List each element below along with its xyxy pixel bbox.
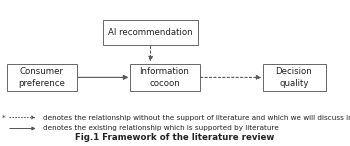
Text: Consumer
preference: Consumer preference [19, 67, 65, 88]
Text: denotes the relationship without the support of literature and which we will dis: denotes the relationship without the sup… [43, 114, 350, 121]
Text: AI recommendation: AI recommendation [108, 28, 193, 37]
FancyBboxPatch shape [130, 64, 200, 91]
Text: denotes the existing relationship which is supported by literature: denotes the existing relationship which … [43, 125, 279, 132]
Text: Decision
quality: Decision quality [276, 67, 312, 88]
FancyBboxPatch shape [103, 20, 198, 45]
Text: Information
cocoon: Information cocoon [140, 67, 189, 88]
Text: *: * [2, 114, 5, 121]
FancyBboxPatch shape [7, 64, 77, 91]
Text: Fig.1 Framework of the literature review: Fig.1 Framework of the literature review [75, 133, 275, 142]
FancyBboxPatch shape [262, 64, 326, 91]
